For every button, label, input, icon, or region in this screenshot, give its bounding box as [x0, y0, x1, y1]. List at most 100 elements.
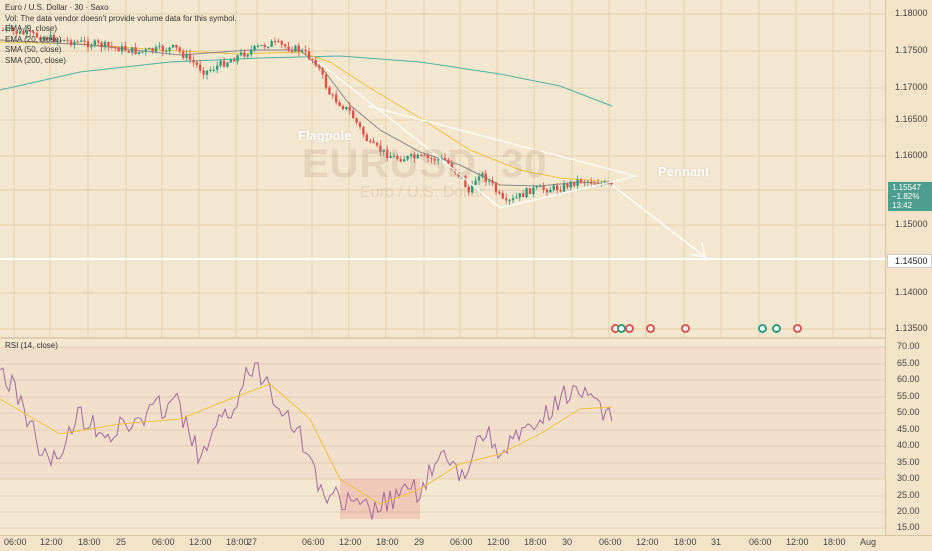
candle-body	[522, 193, 525, 198]
candle-body	[386, 149, 389, 158]
candle-body	[171, 44, 175, 48]
rsi-line	[0, 362, 613, 520]
candle-body	[345, 106, 348, 110]
candle-body	[39, 37, 42, 41]
candle-body	[158, 45, 161, 48]
candle-body	[185, 54, 188, 58]
candle-body	[413, 154, 416, 159]
candle-body	[277, 41, 280, 43]
candle-body	[467, 187, 470, 193]
candle-body	[471, 184, 474, 193]
candle-body	[379, 145, 382, 152]
candle-body	[399, 159, 402, 162]
rsi-oversold-fill	[340, 479, 420, 519]
candle-body	[341, 106, 345, 110]
candle-body	[209, 69, 212, 71]
time-axis-tick: 12:00	[40, 537, 63, 547]
candle-body	[168, 47, 171, 51]
event-marker-icon[interactable]	[625, 324, 634, 333]
candle-body	[107, 41, 110, 46]
candle-body	[301, 49, 304, 52]
candle-body	[219, 60, 222, 66]
candle-body	[42, 37, 45, 41]
candle-body	[49, 35, 52, 40]
rsi-axis-tick: 60.00	[897, 374, 920, 384]
candle-body	[5, 28, 8, 31]
rsi-axis-tick: 30.00	[897, 473, 920, 483]
candle-body	[165, 50, 168, 52]
candle-body	[447, 159, 450, 164]
event-marker-icon[interactable]	[758, 324, 767, 333]
rsi-lines	[0, 362, 613, 520]
time-axis-tick: 12:00	[189, 537, 212, 547]
chart-legend: Euro / U.S. Dollar · 30 · Saxo Vol: The …	[5, 3, 237, 66]
candle-body	[12, 27, 15, 32]
candle-body	[430, 157, 433, 159]
candle-body	[579, 179, 583, 183]
price-chart-canvas[interactable]	[0, 0, 885, 337]
candle-body	[545, 189, 549, 193]
candle-body	[100, 42, 103, 48]
candle-body	[175, 44, 178, 48]
candle-body	[488, 180, 491, 182]
time-axis-tick: 30	[562, 537, 573, 547]
time-axis-tick: 06:00	[4, 537, 27, 547]
candle-body	[260, 45, 263, 47]
candle-body	[117, 47, 120, 52]
sma200-legend[interactable]: SMA (200, close)	[5, 55, 66, 65]
candle-body	[56, 40, 59, 43]
candle-body	[154, 47, 158, 52]
time-axis[interactable]	[0, 535, 932, 551]
pennant-left-line	[429, 149, 501, 209]
rsi-pane[interactable]	[0, 339, 885, 535]
ema9-line	[0, 41, 613, 183]
time-axis-tick: 06:00	[599, 537, 622, 547]
current-price-tag: 1.15547 −1.82% 13:42	[888, 182, 932, 211]
event-marker-icon[interactable]	[681, 324, 690, 333]
candle-body	[216, 65, 219, 70]
candle-body	[362, 126, 365, 135]
price-axis-tick: 1.16000	[895, 150, 928, 160]
candle-body	[331, 94, 334, 96]
candle-body	[195, 62, 198, 65]
candle-body	[396, 155, 399, 160]
candle-body	[443, 157, 447, 160]
candle-body	[406, 155, 409, 160]
candle-body	[290, 50, 294, 52]
candle-body	[103, 41, 107, 48]
candle-body	[586, 181, 589, 183]
candle-body	[161, 45, 164, 52]
candle-body	[392, 155, 396, 157]
candle-body	[188, 54, 192, 60]
event-marker-icon[interactable]	[772, 324, 781, 333]
time-axis-tick: 31	[711, 537, 722, 547]
sma50-legend[interactable]: SMA (50, close)	[5, 45, 62, 54]
price-chart-pane[interactable]: EURUSD, 30 Euro / U.S. Dollar Flagpole P…	[0, 0, 885, 337]
candle-body	[29, 30, 32, 32]
candle-body	[97, 40, 100, 43]
symbol-title[interactable]: Euro / U.S. Dollar · 30 · Saxo	[5, 3, 109, 12]
rsi-chart-canvas[interactable]	[0, 339, 885, 535]
candle-body	[501, 193, 504, 199]
candle-body	[1, 30, 5, 31]
pane-divider[interactable]	[0, 337, 932, 339]
time-axis-tick: 06:00	[302, 537, 325, 547]
rsi-gridlines	[0, 346, 885, 529]
event-marker-icon[interactable]	[793, 324, 802, 333]
candle-body	[494, 183, 498, 192]
time-axis-tick: Aug	[860, 537, 877, 547]
candle-body	[32, 31, 35, 33]
candle-body	[508, 200, 511, 202]
ema9-legend[interactable]: EMA (9, close)	[5, 24, 58, 33]
candle-body	[297, 45, 300, 52]
pennant-lower-line	[499, 175, 637, 209]
rsi-legend[interactable]: RSI (14, close)	[5, 341, 58, 350]
candle-body	[15, 31, 18, 34]
ema20-legend[interactable]: EMA (20, close)	[5, 34, 62, 44]
event-marker-icon[interactable]	[646, 324, 655, 333]
rsi-axis-tick: 45.00	[897, 424, 920, 434]
symbol-name-watermark: Euro / U.S. Dollar	[360, 184, 485, 201]
candle-body	[86, 41, 90, 48]
candle-body	[18, 30, 22, 34]
candle-body	[124, 46, 127, 51]
